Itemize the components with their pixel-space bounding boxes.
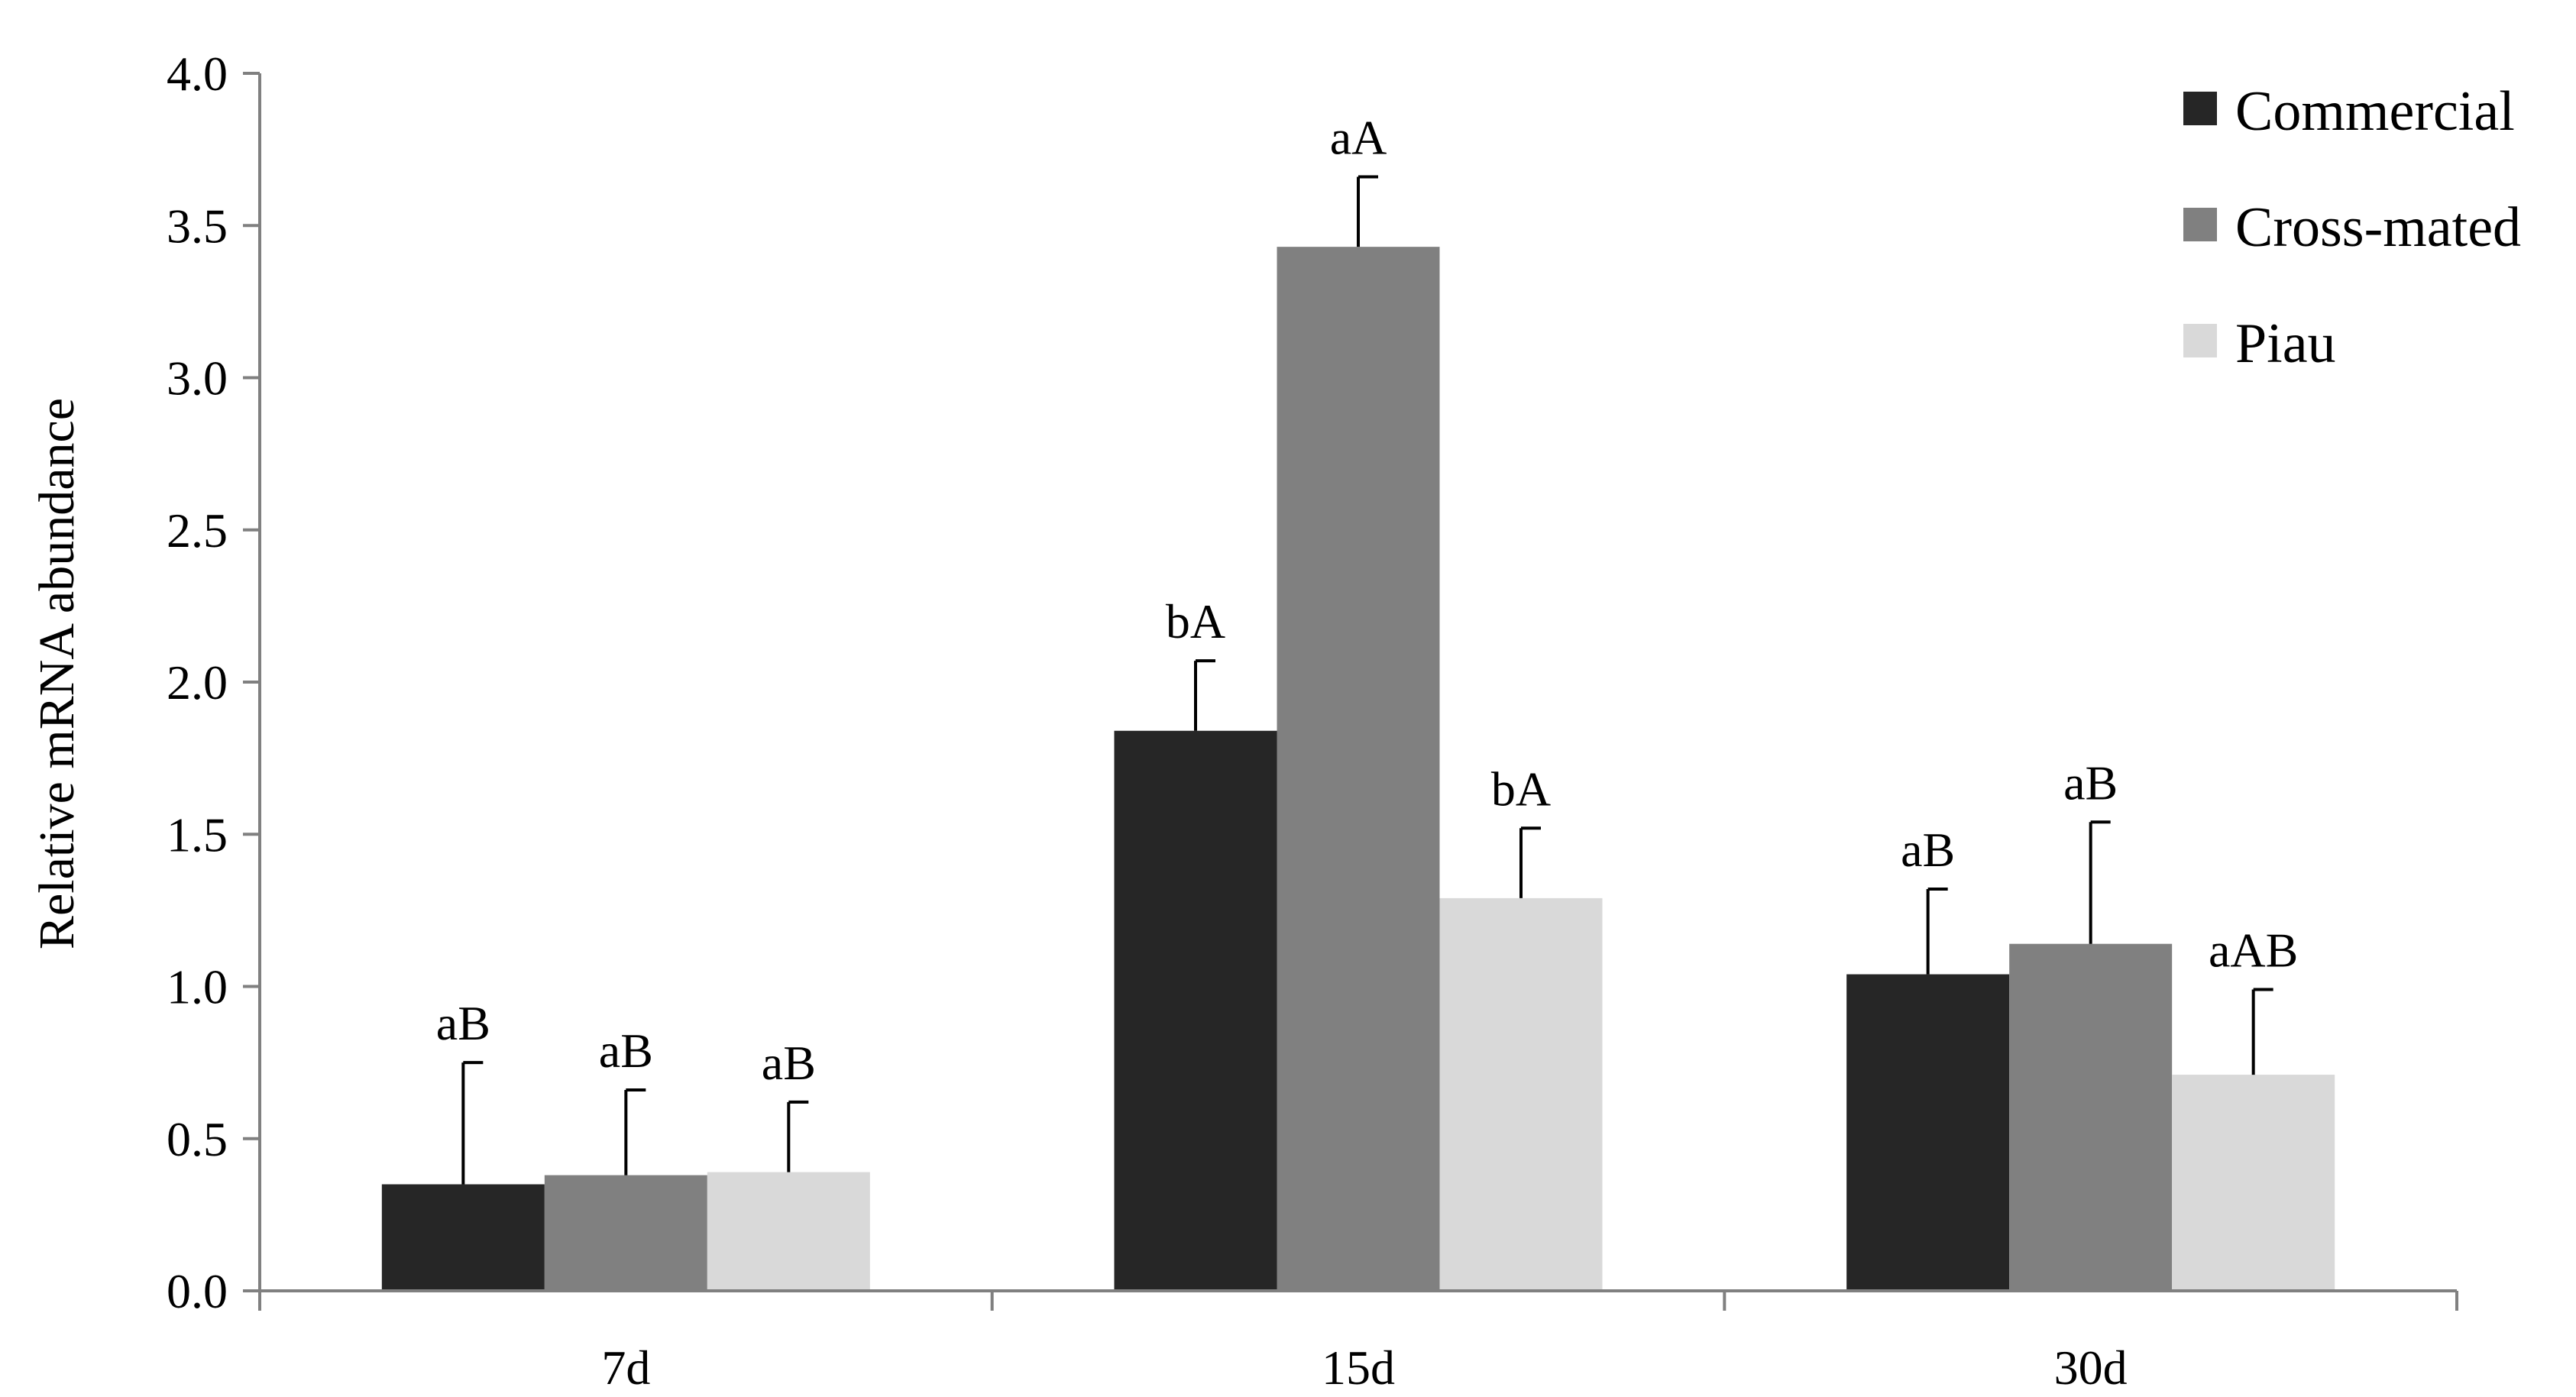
bar-significance-label: bA xyxy=(1166,594,1225,648)
y-tick-label: 2.0 xyxy=(167,655,228,710)
y-tick-label: 3.5 xyxy=(167,199,228,253)
bar-cross-mated-15d xyxy=(1277,247,1440,1291)
bar-significance-label: aB xyxy=(2063,755,2118,810)
bar-significance-label: aB xyxy=(762,1036,816,1090)
bar-commercial-30d xyxy=(1846,974,2010,1291)
y-tick-label: 1.5 xyxy=(167,807,228,862)
x-category-label: 30d xyxy=(2054,1340,2128,1393)
bar-commercial-15d xyxy=(1114,730,1277,1291)
y-tick-label: 3.0 xyxy=(167,351,228,406)
legend-label: Piau xyxy=(2235,312,2336,375)
y-tick-label: 0.0 xyxy=(167,1264,228,1318)
bar-piau-7d xyxy=(707,1172,870,1291)
legend-label: Cross-mated xyxy=(2235,196,2521,259)
error-bars-layer xyxy=(461,175,2273,1185)
bar-significance-label: aAB xyxy=(2209,923,2298,977)
legend-swatch-commercial xyxy=(2183,92,2217,125)
x-category-label: 7d xyxy=(601,1340,650,1393)
bar-labels-layer: aB bA aB aB aA aB aB bA aAB xyxy=(436,110,2299,1089)
x-category-label: 15d xyxy=(1322,1340,1395,1393)
legend-swatch-piau xyxy=(2183,324,2217,357)
bar-cross-mated-30d xyxy=(2009,943,2173,1291)
bar-commercial-7d xyxy=(381,1184,545,1291)
axes-layer: 0.0 0.5 1.0 1.5 2.0 2.5 3.0 3.5 4.0 7d 15d 30d xyxy=(167,47,2458,1395)
y-tick-label: 2.5 xyxy=(167,503,228,558)
y-tick-label: 0.5 xyxy=(167,1112,228,1166)
bar-cross-mated-7d xyxy=(544,1175,707,1291)
legend: Commercial Cross-mated Piau xyxy=(2183,80,2521,375)
bar-piau-30d xyxy=(2172,1075,2335,1291)
y-axis-title: Relative mRNA abundance xyxy=(29,398,85,949)
legend-label: Commercial xyxy=(2235,80,2515,143)
bars-layer xyxy=(381,247,2335,1291)
bar-significance-label: aA xyxy=(1330,110,1387,164)
legend-swatch-cross-mated xyxy=(2183,208,2217,241)
bar-piau-15d xyxy=(1439,897,1603,1291)
bar-significance-label: aB xyxy=(436,996,490,1050)
bar-significance-label: bA xyxy=(1491,762,1551,816)
y-tick-label: 4.0 xyxy=(167,47,228,101)
bar-significance-label: aB xyxy=(1901,823,1955,877)
y-tick-label: 1.0 xyxy=(167,960,228,1014)
bar-significance-label: aB xyxy=(599,1023,653,1078)
